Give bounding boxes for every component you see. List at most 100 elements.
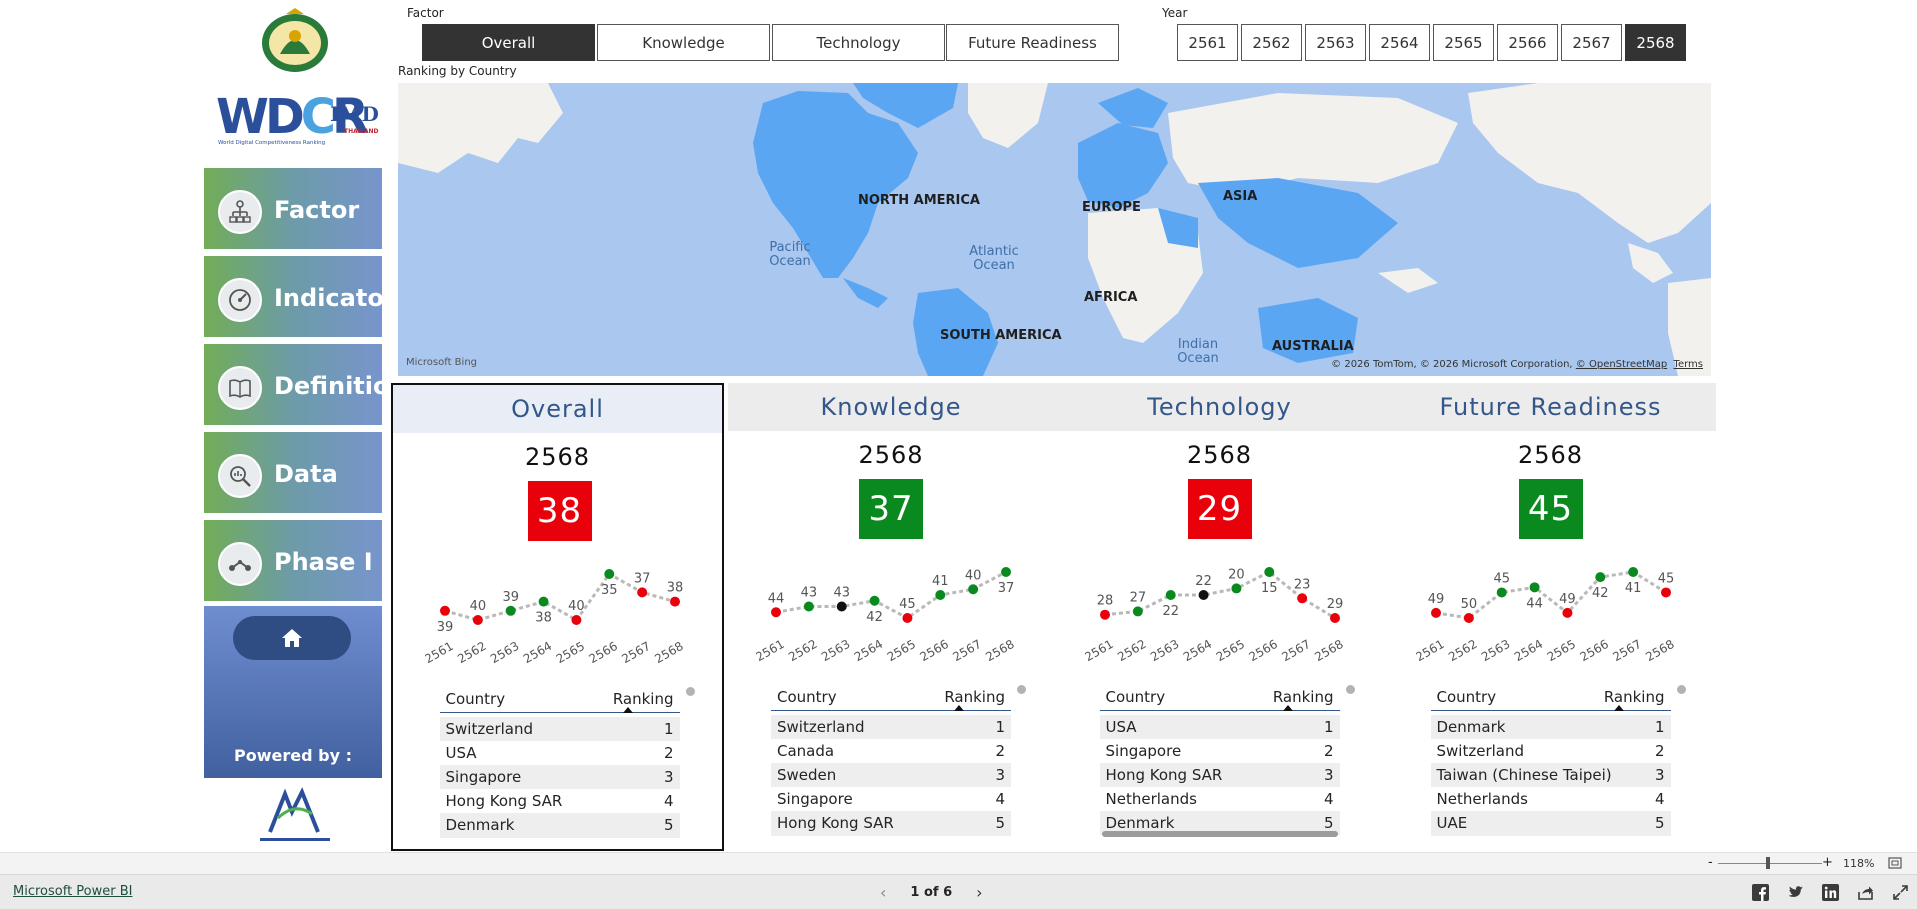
trend-point[interactable] (1561, 607, 1572, 618)
trend-point[interactable] (869, 595, 880, 606)
col-ranking-header[interactable]: Ranking (944, 687, 1005, 706)
trend-point[interactable] (603, 569, 614, 579)
trend-point[interactable] (1165, 590, 1176, 600)
next-page-icon[interactable]: › (976, 883, 983, 902)
table-row[interactable]: Denmark 1 (1430, 715, 1671, 739)
table-row[interactable]: Singapore 4 (771, 787, 1011, 811)
trend-point[interactable] (1263, 567, 1274, 577)
year-option-2567[interactable]: 2567 (1561, 24, 1622, 61)
more-options-dot-icon[interactable] (1676, 685, 1686, 694)
trend-point[interactable] (1198, 590, 1209, 600)
more-options-dot-icon[interactable] (685, 687, 695, 696)
twitter-icon[interactable] (1787, 884, 1804, 901)
nav-factor-button[interactable]: Factor (204, 168, 382, 252)
prev-page-icon[interactable]: ‹ (880, 883, 887, 902)
zoom-in-button[interactable]: + (1822, 855, 1833, 870)
table-row[interactable]: Switzerland 2 (1431, 739, 1671, 763)
more-options-dot-icon[interactable] (1017, 685, 1026, 694)
trend-point[interactable] (1099, 609, 1110, 620)
col-ranking-header[interactable]: Ranking (1272, 687, 1334, 706)
col-ranking-header[interactable]: Ranking (612, 689, 674, 708)
table-row[interactable]: Switzerland 1 (771, 715, 1011, 739)
factor-option-technology[interactable]: Technology (772, 24, 945, 61)
year-option-2563[interactable]: 2563 (1305, 24, 1366, 61)
trend-point[interactable] (636, 587, 647, 598)
card-overall[interactable]: Overall 2568 38 39 2561 40 2562 39 2563 38 2564 40 2… (391, 383, 724, 851)
card-future-readiness[interactable]: Future Readiness 2568 45 49 2561 50 2562 45 2563… (1385, 383, 1716, 851)
table-row[interactable]: Singapore 3 (439, 765, 680, 789)
trend-point[interactable] (771, 607, 781, 618)
table-horizontal-scrollbar[interactable] (1101, 831, 1338, 837)
card-technology[interactable]: Technology 2568 29 28 2561 27 2562 22 2563 22 2564… (1054, 383, 1385, 851)
trend-point[interactable] (1660, 587, 1671, 598)
col-ranking-header[interactable]: Ranking (1603, 687, 1665, 706)
trend-point[interactable] (902, 613, 913, 623)
factor-option-future-readiness[interactable]: Future Readiness (946, 24, 1119, 61)
trend-point[interactable] (935, 590, 946, 600)
trend-point[interactable] (472, 615, 483, 625)
year-option-2566[interactable]: 2566 (1497, 24, 1558, 61)
trend-point[interactable] (1529, 582, 1540, 593)
table-row[interactable]: Hong Kong SAR 3 (1099, 763, 1340, 787)
zoom-slider-track[interactable] (1718, 863, 1822, 864)
fullscreen-icon[interactable] (1892, 884, 1909, 901)
trend-point[interactable] (505, 605, 516, 616)
factor-option-overall[interactable]: Overall (422, 24, 595, 61)
osm-link[interactable]: © OpenStreetMap (1575, 359, 1668, 370)
table-row[interactable]: Sweden 3 (771, 763, 1011, 787)
trend-point[interactable] (1230, 583, 1241, 594)
col-country-header[interactable]: Country (1105, 687, 1166, 706)
year-option-2568[interactable]: 2568 (1625, 24, 1686, 61)
trend-point[interactable] (1627, 567, 1638, 577)
fit-page-icon[interactable] (1888, 857, 1902, 869)
trend-point[interactable] (1463, 613, 1474, 623)
year-option-2565[interactable]: 2565 (1433, 24, 1494, 61)
facebook-icon[interactable] (1752, 884, 1769, 901)
share-icon[interactable] (1857, 884, 1874, 901)
ranking-map[interactable]: NORTH AMERICA EUROPE ASIA AFRICA SOUTH A… (398, 83, 1711, 376)
trend-point[interactable] (1496, 587, 1507, 598)
trend-point[interactable] (968, 584, 979, 595)
nav-indicator-button[interactable]: Indicator (204, 256, 396, 340)
card-knowledge[interactable]: Knowledge 2568 37 44 2561 43 2562 43 2563 42 2564 4… (728, 383, 1054, 851)
table-row[interactable]: Netherlands 4 (1100, 787, 1340, 811)
year-option-2562[interactable]: 2562 (1241, 24, 1302, 61)
trend-point[interactable] (803, 601, 814, 612)
home-button[interactable] (233, 616, 351, 660)
table-row[interactable]: USA 1 (1099, 715, 1340, 739)
trend-point[interactable] (570, 615, 581, 625)
terms-link[interactable]: Terms (1673, 359, 1703, 370)
zoom-slider-handle[interactable] (1766, 857, 1770, 869)
year-option-2564[interactable]: 2564 (1369, 24, 1430, 61)
power-bi-link[interactable]: Microsoft Power BI (13, 884, 133, 899)
ranking-cell: 2 (995, 742, 1005, 760)
table-row[interactable]: Singapore 2 (1100, 739, 1340, 763)
trend-point[interactable] (1329, 613, 1340, 623)
col-country-header[interactable]: Country (445, 689, 506, 708)
nav-definition-button[interactable]: Definition (204, 344, 407, 428)
linkedin-icon[interactable] (1822, 884, 1839, 901)
nav-data-button[interactable]: Data (204, 432, 382, 516)
table-row[interactable]: Hong Kong SAR 4 (440, 789, 680, 813)
nav-phase-button[interactable]: Phase I (204, 520, 382, 604)
table-row[interactable]: Taiwan (Chinese Taipei) 3 (1430, 763, 1671, 787)
col-country-header[interactable]: Country (777, 687, 837, 706)
trend-point[interactable] (1430, 607, 1441, 618)
trend-point[interactable] (1001, 567, 1011, 577)
zoom-out-button[interactable]: - (1708, 855, 1713, 870)
trend-point[interactable] (669, 596, 680, 607)
trend-point[interactable] (1132, 606, 1143, 617)
trend-point[interactable] (538, 596, 549, 607)
factor-option-knowledge[interactable]: Knowledge (597, 24, 770, 61)
trend-point[interactable] (1594, 572, 1605, 583)
table-row[interactable]: USA 2 (440, 741, 680, 765)
trend-point[interactable] (1296, 593, 1307, 604)
year-option-2561[interactable]: 2561 (1177, 24, 1238, 61)
table-row[interactable]: Canada 2 (771, 739, 1011, 763)
table-row[interactable]: Switzerland 1 (439, 717, 680, 741)
col-country-header[interactable]: Country (1436, 687, 1497, 706)
more-options-dot-icon[interactable] (1345, 685, 1355, 694)
trend-point[interactable] (836, 601, 847, 612)
table-row[interactable]: Netherlands 4 (1431, 787, 1671, 811)
trend-point[interactable] (439, 605, 450, 616)
